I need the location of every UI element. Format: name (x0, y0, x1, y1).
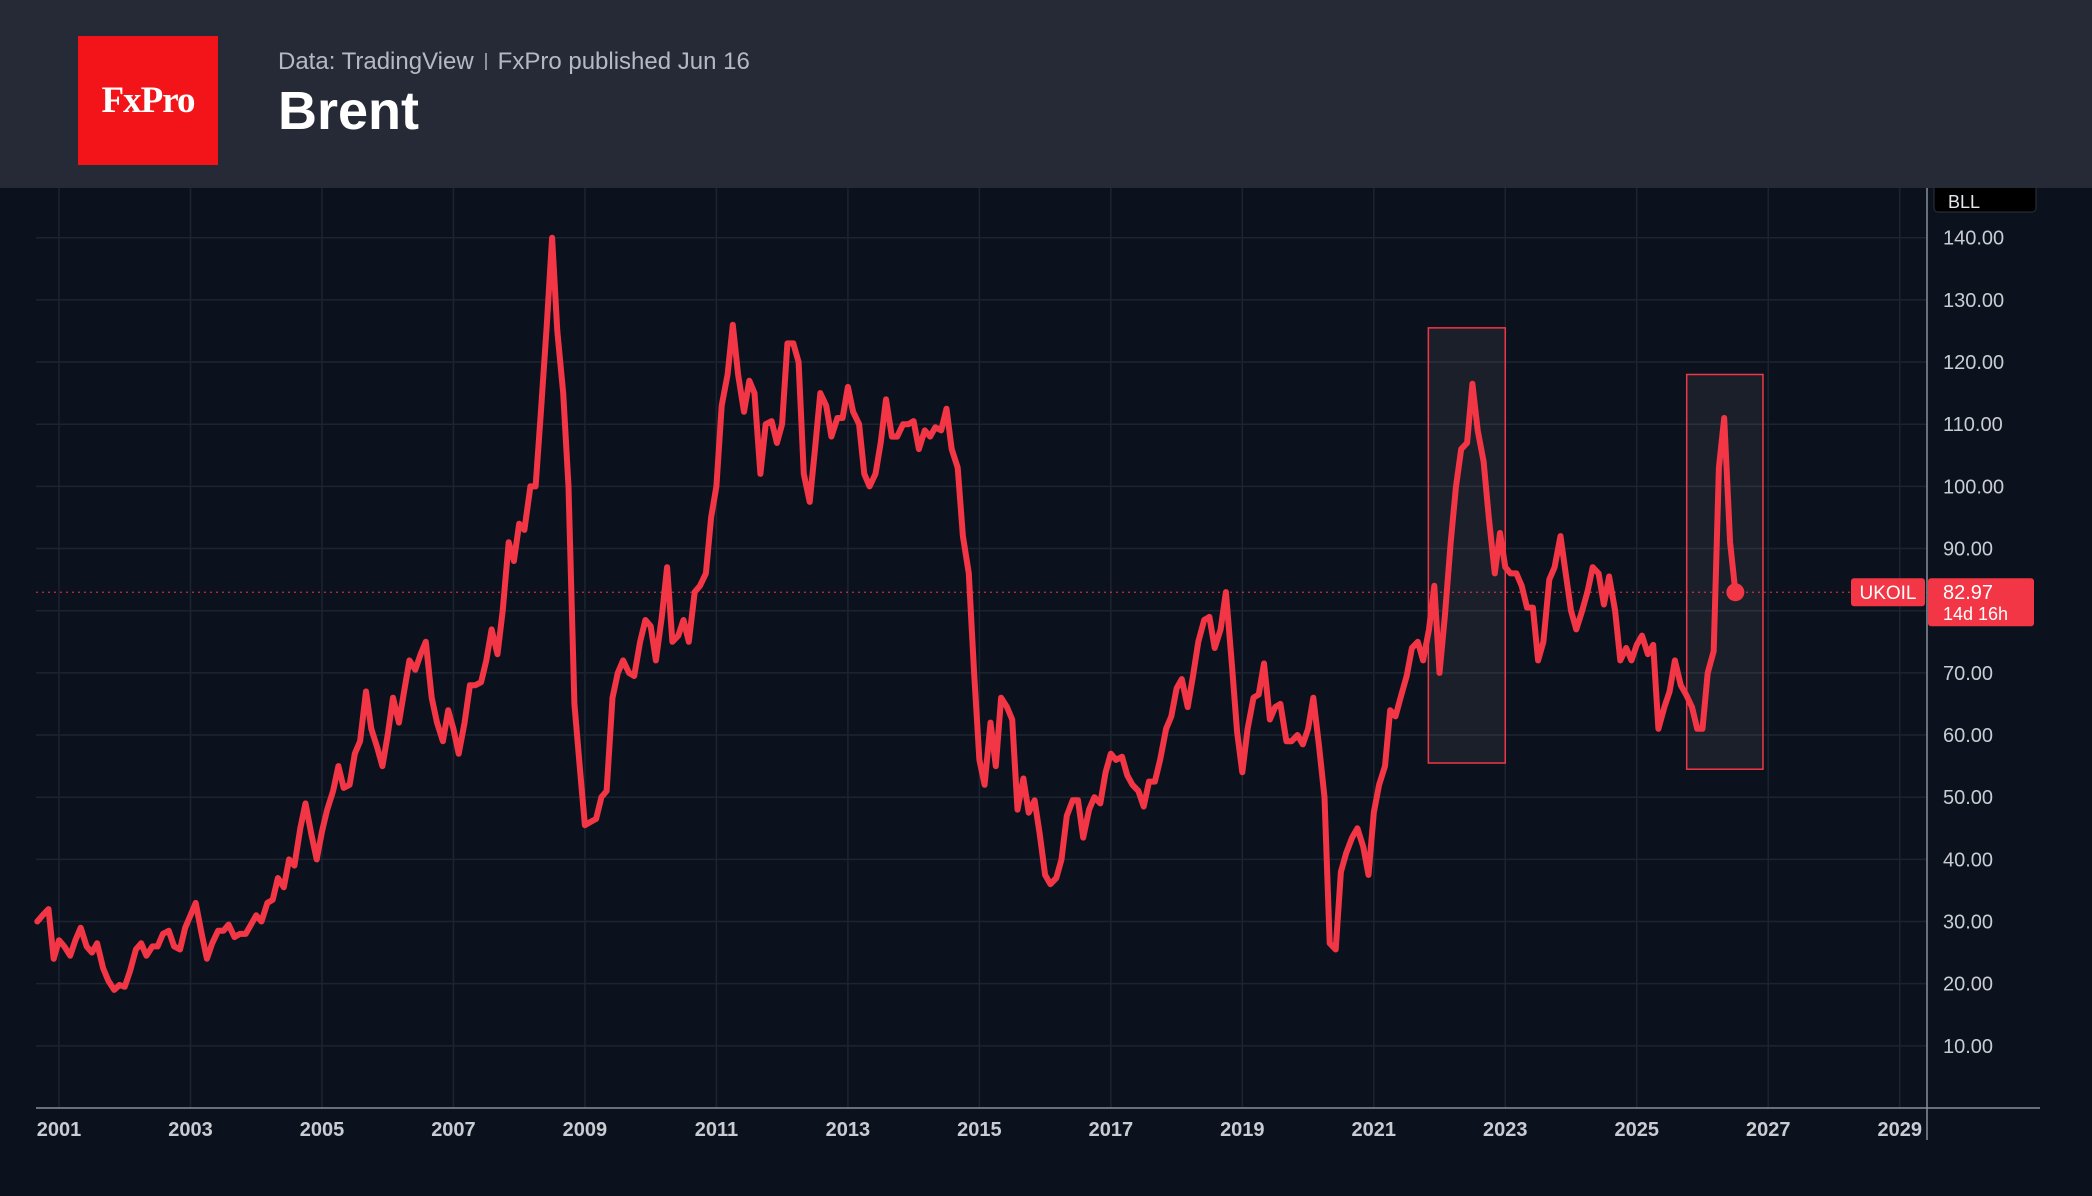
logo-text: FxPro (101, 80, 196, 121)
header: FxPro Data: TradingView FxPro published J… (0, 0, 2092, 188)
y-tick-label: 130.00 (1943, 290, 2004, 312)
last-price-badge: 82.97 14d 16h (1928, 578, 2034, 627)
chart-meta: Data: TradingView FxPro published Jun 16 (278, 48, 750, 76)
y-tick-label: 110.00 (1943, 414, 2003, 436)
time-axis: 2001 2003 2005 2007 2009 2011 2013 2015 2017 2019… (37, 1119, 1922, 1141)
x-tick-label: 2019 (1220, 1119, 1265, 1141)
last-price-label: 82.97 (1943, 582, 1993, 604)
meta-separator (484, 53, 487, 70)
grid (36, 188, 1927, 1108)
x-tick-label: 2009 (563, 1119, 608, 1141)
y-tick-label: 90.00 (1943, 539, 1993, 561)
unit-badge: BLL (1933, 188, 2037, 213)
y-tick-label: 70.00 (1943, 663, 1993, 685)
x-tick-label: 2015 (957, 1119, 1002, 1141)
x-tick-label: 2023 (1483, 1119, 1528, 1141)
price-axis: 10.0020.0030.0040.0050.0060.0070.0080.00… (1943, 228, 2004, 1058)
unit-badge-bg (1933, 188, 2037, 213)
x-tick-label: 2017 (1089, 1119, 1134, 1141)
x-tick-label: 2005 (300, 1119, 345, 1141)
y-tick-label: 140.00 (1943, 228, 2004, 250)
x-tick-label: 2029 (1877, 1119, 1922, 1141)
last-price-dot (1726, 583, 1745, 602)
series-line-brent (34, 234, 1739, 993)
symbol-label: UKOIL (1859, 583, 1916, 604)
y-tick-label: 60.00 (1943, 725, 1993, 747)
x-tick-label: 2013 (826, 1119, 871, 1141)
x-tick-label: 2003 (168, 1119, 213, 1141)
fxpro-logo: FxPro (78, 36, 218, 165)
x-tick-label: 2021 (1352, 1119, 1397, 1141)
y-tick-label: 40.00 (1943, 849, 1993, 871)
unit-label: BLL (1948, 192, 1980, 212)
chart-area: 10.0020.0030.0040.0050.0060.0070.0080.00… (0, 188, 2092, 1196)
x-tick-label: 2001 (37, 1119, 82, 1141)
data-source: Data: TradingView (278, 48, 474, 75)
symbol-badge: UKOIL (1851, 578, 1925, 607)
chart-background (0, 188, 2092, 1196)
y-tick-label: 10.00 (1943, 1036, 1993, 1058)
y-tick-label: 100.00 (1943, 476, 2004, 498)
x-tick-label: 2007 (431, 1119, 476, 1141)
bar-countdown-label: 14d 16h (1943, 604, 2008, 624)
x-tick-label: 2011 (695, 1119, 738, 1141)
x-tick-label: 2027 (1746, 1119, 1791, 1141)
chart-title: Brent (278, 81, 420, 141)
symbol-badge-bg (1851, 578, 1925, 607)
y-tick-label: 50.00 (1943, 787, 1993, 809)
y-tick-label: 20.00 (1943, 974, 1993, 996)
published-date: FxPro published Jun 16 (497, 48, 750, 75)
y-tick-label: 30.00 (1943, 912, 1993, 934)
x-tick-label: 2025 (1614, 1119, 1659, 1141)
y-tick-label: 120.00 (1943, 352, 2004, 374)
last-price-badge-bg (1928, 578, 2034, 627)
